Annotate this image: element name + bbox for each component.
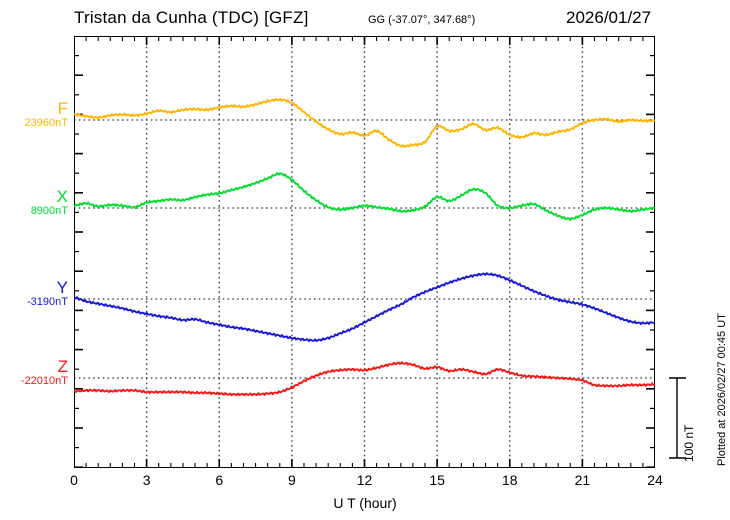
plot-timestamp: Plotted at 2026/02/27 00:45 UT bbox=[716, 313, 728, 466]
x-tick-label: 3 bbox=[142, 472, 151, 488]
x-axis-ticks bbox=[85, 36, 644, 468]
gridlines bbox=[145, 37, 584, 467]
station-title: Tristan da Cunha (TDC) [GFZ] bbox=[74, 8, 309, 27]
trace-z bbox=[74, 361, 655, 397]
component-baseline-f: 23960nT bbox=[24, 117, 68, 129]
component-baselines bbox=[74, 119, 655, 379]
x-axis-title: U T (hour) bbox=[333, 495, 397, 511]
observation-date: 2026/01/27 bbox=[566, 8, 652, 27]
x-tick-label: 21 bbox=[574, 472, 591, 488]
x-tick-label: 6 bbox=[215, 472, 224, 488]
x-tick-label: 9 bbox=[287, 472, 296, 488]
component-traces bbox=[74, 97, 655, 397]
trace-y bbox=[74, 272, 655, 343]
magnetogram-plot bbox=[74, 36, 655, 468]
geographic-coordinates: GG (-37.07°, 347.68°) bbox=[368, 14, 476, 26]
component-baseline-x: 8900nT bbox=[30, 205, 68, 217]
component-key-z: Z -22010nT bbox=[0, 358, 68, 387]
component-label-x: X bbox=[56, 187, 68, 206]
x-tick-label: 24 bbox=[647, 472, 663, 488]
x-tick-label: 0 bbox=[70, 472, 78, 488]
scale-bar-label: 100 nT bbox=[682, 424, 696, 462]
component-key-x: X 8900nT bbox=[0, 188, 68, 217]
scale-bar bbox=[669, 377, 686, 459]
component-baseline-z: -22010nT bbox=[20, 375, 68, 387]
component-label-y: Y bbox=[56, 278, 68, 297]
component-baseline-y: -3190nT bbox=[27, 296, 68, 308]
trace-x bbox=[74, 172, 655, 221]
x-tick-label: 15 bbox=[429, 472, 445, 488]
component-label-f: F bbox=[57, 99, 68, 118]
x-tick-label: 18 bbox=[501, 472, 518, 488]
component-label-z: Z bbox=[57, 357, 68, 376]
component-key-y: Y -3190nT bbox=[0, 279, 68, 308]
component-key-f: F 23960nT bbox=[0, 100, 68, 129]
trace-f bbox=[74, 97, 655, 148]
x-tick-label: 12 bbox=[356, 472, 373, 488]
y-axis-ticks bbox=[74, 55, 655, 468]
